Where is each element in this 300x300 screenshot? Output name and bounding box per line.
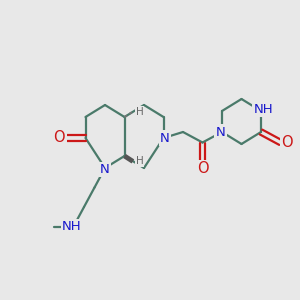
Text: N: N bbox=[160, 131, 170, 145]
Text: O: O bbox=[281, 135, 293, 150]
Text: N: N bbox=[100, 163, 110, 176]
Text: O: O bbox=[197, 161, 208, 176]
Text: NH: NH bbox=[62, 220, 82, 233]
Text: NH: NH bbox=[254, 103, 273, 116]
Text: O: O bbox=[54, 130, 65, 146]
Text: H: H bbox=[136, 106, 143, 117]
Text: H: H bbox=[136, 156, 143, 167]
Text: N: N bbox=[216, 125, 225, 139]
